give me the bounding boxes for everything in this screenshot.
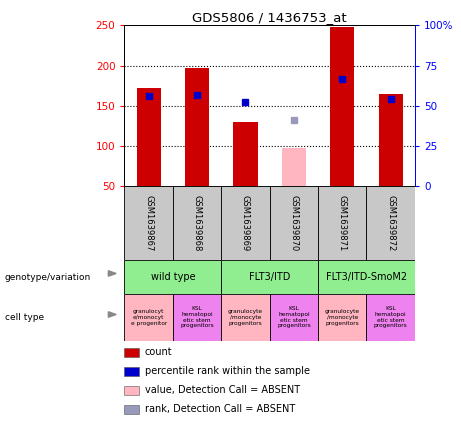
Text: rank, Detection Call = ABSENT: rank, Detection Call = ABSENT: [145, 404, 295, 414]
Bar: [318, 186, 366, 260]
Bar: [330, 27, 355, 186]
Text: GSM1639871: GSM1639871: [338, 195, 347, 251]
Text: granulocyt
e/monocyt
e progenitor: granulocyt e/monocyt e progenitor: [130, 309, 167, 326]
Bar: [124, 186, 173, 260]
Bar: [124, 348, 139, 357]
Text: KSL
hematopoi
etic stem
progenitors: KSL hematopoi etic stem progenitors: [374, 306, 408, 328]
Text: cell type: cell type: [5, 313, 44, 322]
Text: KSL
hematopoi
etic stem
progenitors: KSL hematopoi etic stem progenitors: [277, 306, 311, 328]
Bar: [136, 88, 161, 186]
Text: genotype/variation: genotype/variation: [5, 272, 91, 282]
Bar: [282, 148, 306, 186]
Text: GSM1639870: GSM1639870: [290, 195, 298, 251]
Text: FLT3/ITD-SmoM2: FLT3/ITD-SmoM2: [326, 272, 407, 282]
Bar: [124, 294, 173, 341]
Bar: [366, 186, 415, 260]
Bar: [318, 294, 366, 341]
Text: GSM1639868: GSM1639868: [193, 195, 201, 251]
Text: GSM1639867: GSM1639867: [144, 195, 153, 251]
Text: percentile rank within the sample: percentile rank within the sample: [145, 366, 310, 376]
Bar: [185, 68, 209, 186]
Text: GSM1639872: GSM1639872: [386, 195, 395, 251]
Text: count: count: [145, 347, 172, 357]
Polygon shape: [108, 271, 116, 276]
Text: value, Detection Call = ABSENT: value, Detection Call = ABSENT: [145, 385, 300, 395]
Bar: [124, 367, 139, 376]
Bar: [124, 386, 139, 395]
Bar: [221, 260, 318, 294]
Bar: [173, 186, 221, 260]
Title: GDS5806 / 1436753_at: GDS5806 / 1436753_at: [192, 11, 347, 24]
Text: KSL
hematopoi
etic stem
progenitors: KSL hematopoi etic stem progenitors: [180, 306, 214, 328]
Bar: [378, 94, 403, 186]
Bar: [318, 260, 415, 294]
Bar: [366, 294, 415, 341]
Bar: [124, 405, 139, 414]
Polygon shape: [108, 312, 116, 317]
Text: GSM1639869: GSM1639869: [241, 195, 250, 251]
Bar: [233, 122, 258, 186]
Bar: [221, 186, 270, 260]
Text: wild type: wild type: [151, 272, 195, 282]
Text: granulocyte
/monocyte
progenitors: granulocyte /monocyte progenitors: [228, 309, 263, 326]
Text: FLT3/ITD: FLT3/ITD: [249, 272, 290, 282]
Bar: [173, 294, 221, 341]
Bar: [221, 294, 270, 341]
Bar: [270, 186, 318, 260]
Text: granulocyte
/monocyte
progenitors: granulocyte /monocyte progenitors: [325, 309, 360, 326]
Bar: [270, 294, 318, 341]
Bar: [124, 260, 221, 294]
